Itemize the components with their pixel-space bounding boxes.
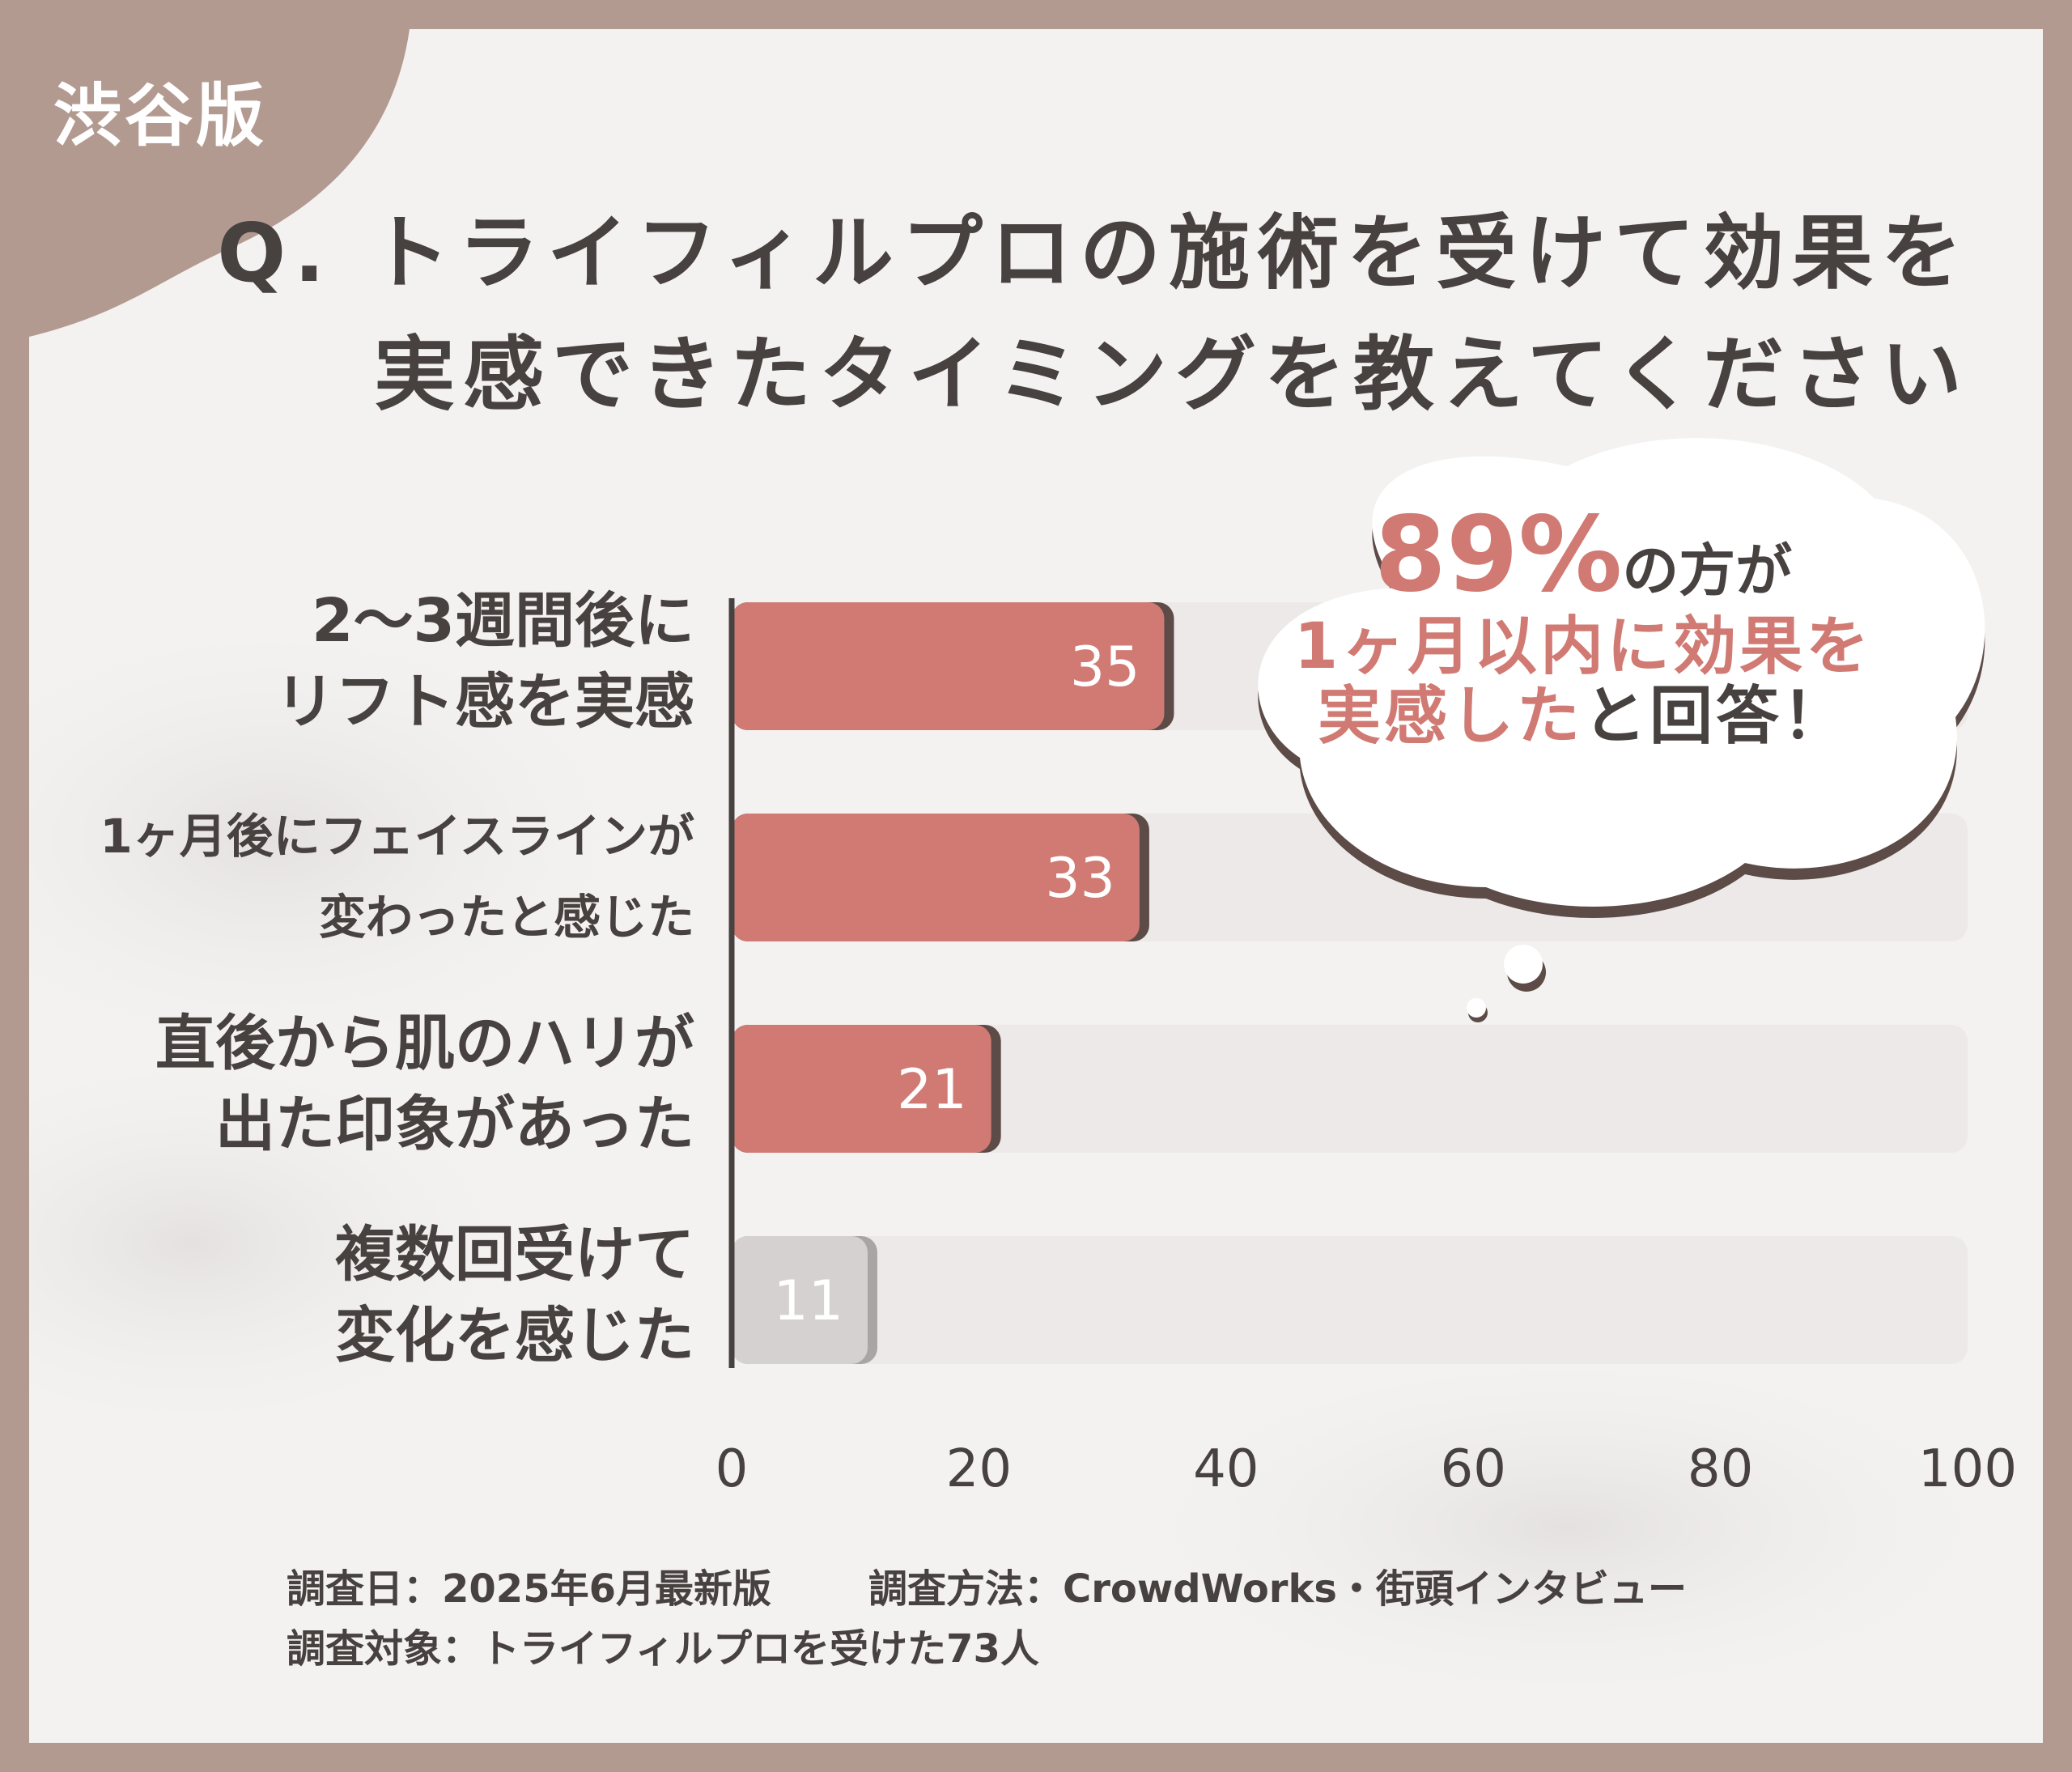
- bar-value-label: 21: [897, 1058, 967, 1122]
- category-label: 直後から肌のハリが: [155, 1009, 694, 1078]
- page-title-line-2: 実感できたタイミングを教えてください: [374, 327, 1970, 422]
- bar-value-label: 33: [1045, 847, 1115, 911]
- bar-2: [732, 814, 1140, 941]
- footnote-method: 調査方法：CrowdWorks・街頭インタビュー: [868, 1566, 1687, 1612]
- x-tick-label: 20: [946, 1439, 1012, 1499]
- category-label: リフト感を実感: [275, 667, 694, 737]
- bar-4: [732, 1236, 868, 1364]
- callout-line-3-rest: と回答！: [1583, 679, 1849, 753]
- bar-1: [732, 602, 1165, 730]
- callout-line-2: 1ヶ月以内に効果を: [1293, 610, 1873, 683]
- x-tick-label: 0: [715, 1439, 749, 1499]
- footnotes: 調査日：2025年6月最新版 調査方法：CrowdWorks・街頭インタビュー 調…: [287, 1559, 1687, 1679]
- callout-line-3-accent: 実感した: [1317, 679, 1583, 753]
- category-label: 変わったと感じた: [319, 890, 694, 945]
- bar-3: [732, 1025, 991, 1153]
- category-label: 変化を感じた: [335, 1301, 694, 1370]
- footnote-target: 調査対象：トライフィルプロを受けた73人: [287, 1626, 1039, 1672]
- footnote-date: 調査日：2025年6月最新版: [287, 1566, 771, 1612]
- category-label: 複数回受けて: [335, 1220, 694, 1290]
- infographic-card: 渋谷版 Q. トライフィルプロの施術を受けて効果を 実感できたタイミングを教えて…: [29, 29, 2043, 1743]
- bar-value-label: 35: [1070, 635, 1140, 699]
- bar-value-label: 11: [773, 1269, 843, 1333]
- category-label: 2〜3週間後に: [312, 586, 694, 656]
- background-texture: [29, 596, 2043, 1721]
- x-tick-label: 100: [1918, 1439, 2017, 1499]
- category-label: 1ヶ月後にフェイスラインが: [100, 809, 694, 864]
- callout-bubble: [1258, 438, 1985, 1022]
- x-tick-label: 40: [1193, 1439, 1259, 1499]
- x-tick-label: 80: [1688, 1439, 1753, 1499]
- callout-highlight: 89%: [1374, 495, 1623, 615]
- x-tick-label: 60: [1440, 1439, 1505, 1499]
- category-label: 出た印象があった: [215, 1090, 694, 1159]
- corner-tab: [29, 29, 410, 337]
- callout-text: 89%の方が 1ヶ月以内に効果を 実感したと回答！: [1276, 498, 1891, 753]
- callout-suffix: の方が: [1622, 538, 1793, 604]
- bar-track: [732, 1025, 1968, 1153]
- region-label: 渋谷版: [53, 76, 268, 155]
- page-title-line-1: Q. トライフィルプロの施術を受けて効果を: [217, 206, 1970, 300]
- bar-track: [732, 1236, 1968, 1364]
